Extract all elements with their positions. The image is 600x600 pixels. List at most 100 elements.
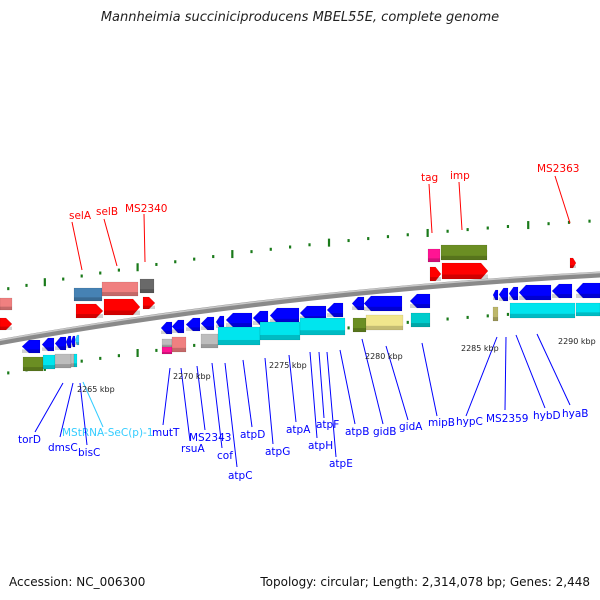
- gene-arrow[interactable]: [74, 334, 80, 346]
- gene-feature-box[interactable]: [365, 314, 404, 331]
- gene-shading: [216, 324, 224, 328]
- genome-backbone-highlight: [0, 271, 600, 341]
- gene-label-hypc[interactable]: hypC: [456, 416, 483, 428]
- gene-shading: [0, 326, 12, 330]
- gene-label-atpb[interactable]: atpB: [345, 426, 369, 438]
- gene-label-ms2359[interactable]: MS2359: [486, 413, 528, 425]
- gene-feature-box[interactable]: [42, 354, 56, 370]
- gene-arrow[interactable]: [508, 286, 519, 301]
- gene-label-dmsc[interactable]: dmsC: [48, 442, 78, 454]
- gene-label-tag[interactable]: tag: [421, 172, 438, 184]
- gene-feature-box[interactable]: [509, 302, 576, 319]
- scale-tick-inner: [486, 314, 489, 318]
- gene-label-gidb[interactable]: gidB: [373, 426, 396, 438]
- gene-arrow[interactable]: [54, 336, 67, 351]
- gene-label-sela[interactable]: selA: [69, 210, 92, 222]
- gene-feature-box[interactable]: [440, 244, 488, 261]
- gene-arrow[interactable]: [103, 298, 141, 316]
- gene-shading: [552, 294, 572, 298]
- gene-arrow[interactable]: [575, 282, 600, 299]
- gene-arrow[interactable]: [70, 335, 76, 348]
- gene-label-atpg[interactable]: atpG: [265, 446, 290, 458]
- gene-arrow[interactable]: [21, 339, 41, 354]
- gene-arrow[interactable]: [518, 284, 552, 301]
- gene-arrow[interactable]: [363, 295, 403, 312]
- gene-label-imp-leader-line: [458, 181, 463, 231]
- gene-feature-box[interactable]: [171, 336, 187, 353]
- gene-label-gida[interactable]: gidA: [399, 421, 423, 433]
- genome-backbone: [0, 271, 600, 346]
- gene-feature-box[interactable]: [73, 287, 103, 302]
- gene-feature-box[interactable]: [161, 346, 173, 355]
- gene-feature-box[interactable]: [259, 321, 301, 341]
- gene-label-tord[interactable]: torD: [18, 434, 41, 446]
- gene-label-mutt[interactable]: mutT: [152, 427, 180, 439]
- gene-arrow[interactable]: [551, 283, 573, 299]
- gene-arrow[interactable]: [0, 317, 13, 331]
- gene-arrow[interactable]: [492, 289, 499, 301]
- gene-arrow[interactable]: [200, 316, 215, 331]
- gene-label-atpa[interactable]: atpA: [286, 424, 311, 436]
- gene-feature-box[interactable]: [410, 312, 431, 328]
- gene-arrow[interactable]: [441, 262, 489, 280]
- gene-arrow[interactable]: [160, 321, 173, 335]
- gene-label-mipb[interactable]: mipB: [428, 417, 455, 429]
- gene-label-atpf[interactable]: atpF: [316, 419, 339, 431]
- gene-arrow[interactable]: [409, 293, 431, 309]
- gene-feature-box[interactable]: [101, 281, 139, 297]
- gene-label-bisc[interactable]: bisC: [78, 447, 100, 459]
- gene-label-atpd[interactable]: atpD: [240, 429, 265, 441]
- gene-label-imp[interactable]: imp: [450, 170, 470, 182]
- gene-label-selb[interactable]: selB: [96, 206, 118, 218]
- scale-tick-outer: [80, 274, 83, 278]
- gene-label-ms2343[interactable]: MS2343: [189, 432, 231, 444]
- gene-feature-box[interactable]: [427, 248, 441, 263]
- gene-arrow[interactable]: [142, 296, 156, 310]
- gene-label-rsua[interactable]: rsuA: [181, 443, 205, 455]
- gene-shading: [162, 352, 172, 354]
- gene-arrow[interactable]: [41, 337, 55, 352]
- gene-label-selb-leader-line: [103, 218, 118, 267]
- gene-label-sela-leader-line: [71, 221, 83, 271]
- gene-feature-box[interactable]: [200, 333, 219, 349]
- gene-feature-box[interactable]: [22, 356, 44, 372]
- gene-label-atph[interactable]: atpH: [308, 440, 333, 452]
- gene-arrow[interactable]: [185, 317, 201, 332]
- gene-arrow[interactable]: [75, 303, 104, 319]
- gene-arrow[interactable]: [429, 266, 442, 282]
- gene-label-mstrna-sec-p-1[interactable]: MStRNA-SeC(p)-1: [62, 427, 154, 439]
- gene-arrow[interactable]: [351, 296, 365, 311]
- gene-feature-box[interactable]: [0, 297, 13, 311]
- gene-feature-box[interactable]: [575, 302, 600, 317]
- gene-label-ms2340[interactable]: MS2340: [125, 203, 167, 215]
- scale-tick-outer: [212, 255, 215, 259]
- gene-feature-box[interactable]: [492, 306, 499, 322]
- gene-arrow[interactable]: [171, 319, 185, 334]
- gene-shading: [102, 292, 138, 296]
- gene-shading: [519, 295, 551, 300]
- gene-arrow[interactable]: [326, 302, 344, 318]
- gene-label-hyab[interactable]: hyaB: [562, 408, 589, 420]
- gene-feature-box[interactable]: [352, 317, 367, 333]
- gene-label-mutt-leader-line: [162, 367, 171, 426]
- gene-arrow[interactable]: [569, 257, 577, 269]
- gene-feature-box[interactable]: [299, 317, 346, 336]
- scale-tick-inner: [406, 320, 409, 324]
- gene-label-atpe[interactable]: atpE: [329, 458, 353, 470]
- gene-label-hybd[interactable]: hybD: [533, 410, 561, 422]
- gene-arrow[interactable]: [498, 287, 509, 302]
- gene-feature-box[interactable]: [54, 353, 72, 369]
- gene-label-atpc[interactable]: atpC: [228, 470, 253, 482]
- gene-shading: [172, 329, 184, 333]
- gene-feature-box[interactable]: [73, 353, 78, 368]
- gene-label-tag-leader-line: [428, 183, 433, 234]
- gene-label-cof[interactable]: cof: [217, 450, 233, 462]
- gene-label-ms2363[interactable]: MS2363: [537, 163, 579, 175]
- gene-feature-box[interactable]: [139, 278, 155, 294]
- gene-feature-box[interactable]: [217, 326, 261, 346]
- gene-label-tord-leader-line: [34, 382, 64, 433]
- gene-shading: [366, 325, 403, 330]
- gene-shading: [23, 367, 43, 371]
- gene-arrow[interactable]: [65, 335, 72, 349]
